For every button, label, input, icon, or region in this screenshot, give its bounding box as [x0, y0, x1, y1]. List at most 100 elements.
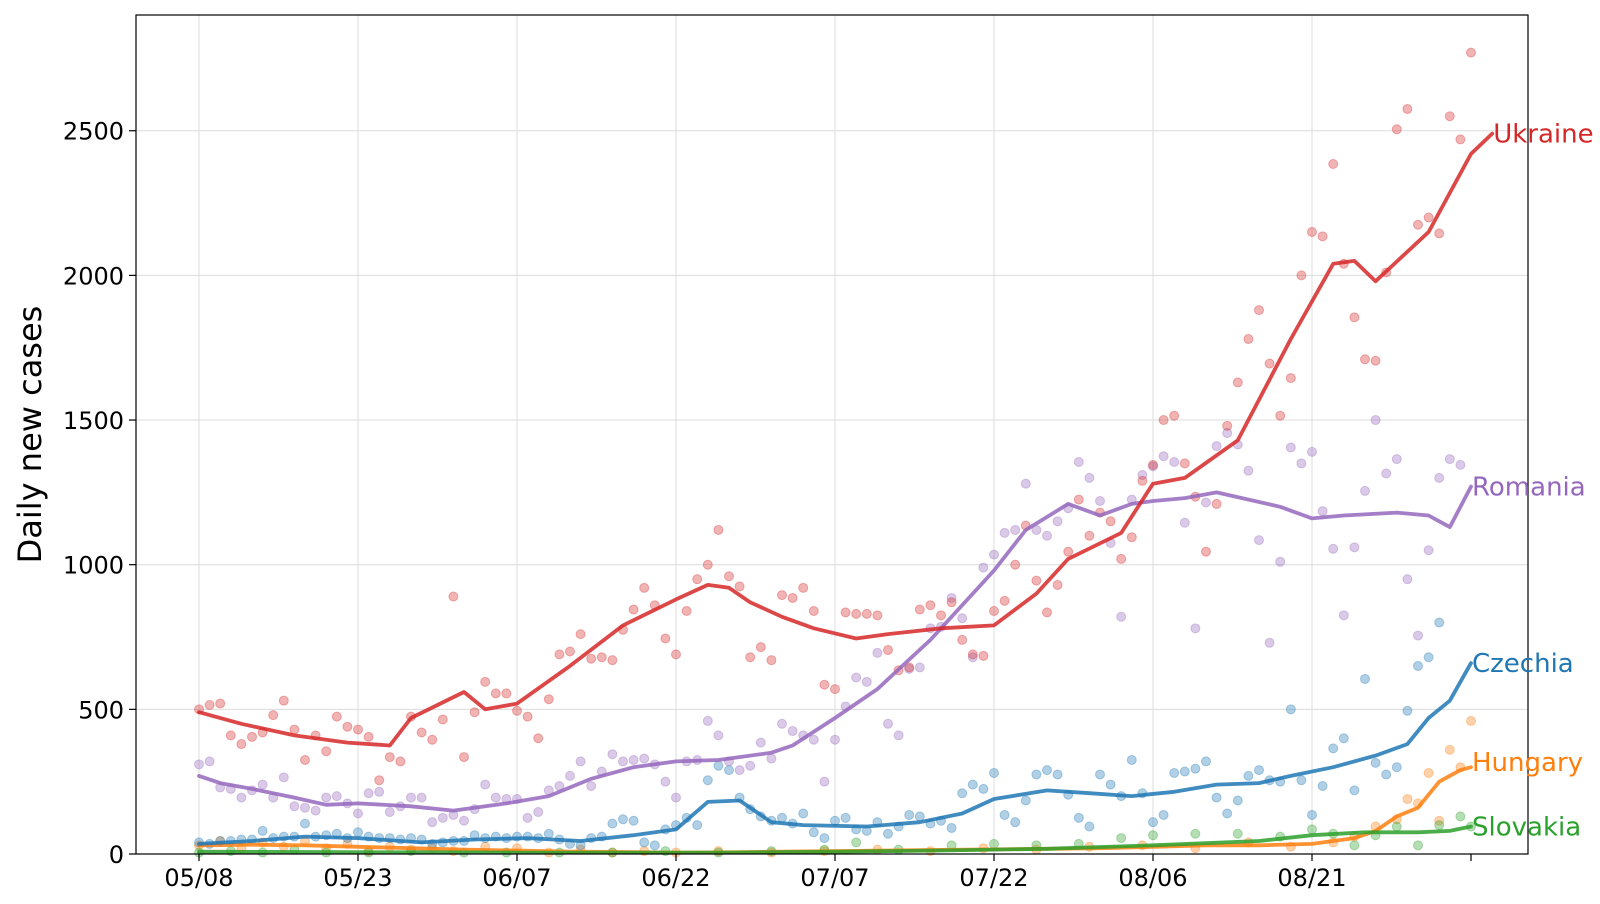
x-tick-label: 06/22 [641, 864, 710, 892]
romania-data-point [1444, 454, 1455, 465]
romania-data-point [978, 562, 989, 573]
romania-data-point [861, 676, 872, 687]
ukraine-data-point [925, 600, 936, 611]
ukraine-data-point [639, 582, 650, 593]
czechia-data-point [1042, 765, 1052, 776]
y-tick-label: 1500 [63, 407, 124, 435]
romania-data-point [278, 772, 289, 783]
axis-ticks-layer: 0 500 1000 1500 2000 2500 05/08 05/23 06/07 06/22… [63, 118, 1472, 892]
ukraine-data-point [1201, 546, 1211, 557]
ukraine-data-point [225, 730, 236, 741]
ukraine-data-point [1116, 553, 1127, 564]
y-axis-label: Daily new cases [11, 306, 49, 564]
czechia-data-point [967, 779, 978, 790]
romania-data-point [851, 672, 862, 683]
romania-data-point [872, 647, 883, 658]
x-tick-label: 05/08 [164, 864, 233, 892]
ukraine-data-point [1232, 377, 1243, 388]
czechia-data-point [639, 837, 650, 848]
ukraine-data-point [1222, 420, 1233, 431]
romania-data-point [374, 786, 385, 797]
romania-data-point [1211, 441, 1222, 452]
ukraine-data-point [787, 592, 798, 603]
romania-data-point [353, 808, 363, 819]
czechia-data-point [1211, 792, 1222, 803]
romania-data-point [702, 715, 713, 726]
ukraine-data-point [978, 650, 989, 661]
romania-data-point [1052, 516, 1063, 527]
ukraine-data-point [883, 645, 893, 656]
romania-data-point [1095, 496, 1105, 507]
czechia-data-point [1222, 808, 1233, 819]
ukraine-data-point [331, 711, 342, 722]
ukraine-data-point [660, 633, 671, 644]
slovakia-data-point [851, 837, 862, 848]
ukraine-data-point [724, 571, 734, 582]
romania-data-point [427, 817, 438, 828]
ukraine-data-point [904, 662, 915, 673]
slovakia-data-point [1307, 824, 1317, 835]
romania-data-point [1084, 472, 1095, 483]
ukraine-data-point [628, 604, 639, 615]
hungary-data-point [1423, 767, 1434, 778]
czechia-data-point [1360, 673, 1370, 684]
ukraine-data-point [1031, 575, 1042, 586]
romania-data-point [766, 753, 777, 764]
czechia-data-point [840, 812, 851, 823]
romania-data-point [808, 734, 819, 745]
x-tick-label: 08/21 [1277, 864, 1346, 892]
romania-data-point [565, 770, 575, 781]
romania-data-point [1370, 415, 1381, 426]
romania-data-point [310, 805, 321, 816]
ukraine-data-point [543, 694, 554, 705]
czechia-data-point [1254, 765, 1264, 776]
czechia-data-point [1031, 769, 1042, 780]
ukraine-data-point [554, 649, 565, 660]
slovakia-data-point [1434, 820, 1445, 831]
czechia-data-point [724, 765, 734, 776]
ukraine-data-point [321, 746, 332, 757]
ukraine-data-point [1391, 124, 1402, 135]
ukraine-data-point [914, 604, 925, 615]
ukraine-data-point [607, 655, 618, 666]
ukraine-data-point [999, 595, 1010, 606]
czechia-data-point [702, 775, 713, 786]
slovakia-data-point [1116, 833, 1127, 844]
romania-data-point [946, 592, 957, 603]
ukraine-data-point [957, 634, 968, 645]
czechia-data-point [808, 827, 819, 838]
romania-data-point [575, 756, 586, 767]
czechia-data-point [1190, 763, 1201, 774]
czechia-data-point [713, 760, 724, 771]
ukraine-data-point [1243, 334, 1254, 345]
romania-data-point [321, 792, 332, 803]
ukraine-data-point [692, 574, 703, 585]
czechia-data-point [1296, 775, 1307, 786]
romania-data-point [1391, 454, 1402, 465]
y-tick-label: 2000 [63, 262, 124, 290]
ukraine-data-point [459, 752, 469, 763]
ukraine-data-point [1148, 459, 1158, 470]
czechia-data-point [543, 828, 554, 839]
czechia-data-point [1243, 770, 1254, 781]
czechia-data-point [1052, 769, 1063, 780]
ukraine-data-point [1275, 410, 1286, 421]
x-tick-label: 07/07 [800, 864, 869, 892]
czechia-data-point [257, 825, 268, 836]
romania-data-point [607, 749, 618, 760]
ukraine-data-point [353, 724, 363, 735]
romania-data-point [1116, 611, 1127, 622]
ukraine-data-point [1010, 559, 1021, 570]
ukraine-data-point [681, 605, 692, 616]
ukraine-data-point [1084, 530, 1095, 541]
ukraine-data-point [384, 752, 395, 763]
ukraine-data-point [427, 734, 438, 745]
ukraine-data-point [416, 727, 427, 738]
romania-data-point [1381, 468, 1392, 479]
czechia-data-point [1338, 733, 1349, 744]
ukraine-data-point [851, 608, 862, 619]
romania-data-point [1275, 556, 1286, 567]
ukraine-data-point [1169, 410, 1180, 421]
romania-data-point [384, 807, 395, 818]
romania-data-point [1423, 545, 1434, 556]
